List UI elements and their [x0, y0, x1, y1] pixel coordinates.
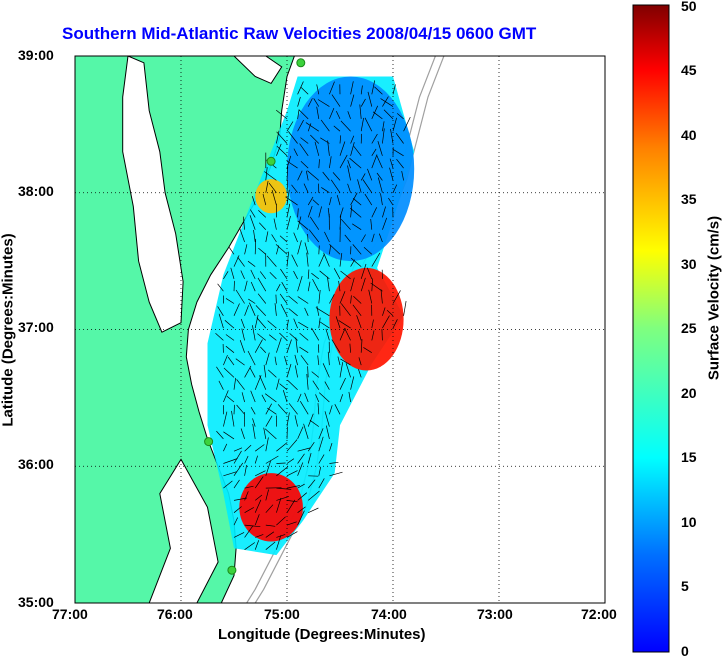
- velocity-arrow: [234, 281, 235, 291]
- radar-site-marker: [297, 59, 305, 67]
- velocity-region-northern: [287, 77, 414, 262]
- y-tick-label: 35:00: [18, 594, 54, 610]
- x-tick-label: 77:00: [52, 606, 88, 622]
- colorbar-tick: 20: [681, 385, 697, 401]
- velocity-arrow: [404, 301, 407, 316]
- radar-site-marker: [228, 566, 236, 574]
- colorbar-label: Surface Velocity (cm/s): [706, 216, 723, 380]
- x-tick-label: 73:00: [477, 606, 513, 622]
- colorbar-tick: 5: [681, 578, 689, 594]
- y-axis-label: Latitude (Degrees:Minutes): [0, 233, 17, 426]
- y-tick-label: 36:00: [18, 456, 54, 472]
- velocity-arrow: [234, 405, 235, 414]
- velocity-arrow: [276, 463, 285, 464]
- radar-site-marker: [205, 438, 213, 446]
- velocity-arrow: [276, 295, 277, 304]
- y-tick-label: 37:00: [18, 319, 54, 335]
- colorbar-tick: 25: [681, 320, 697, 336]
- colorbar-tick: 40: [681, 127, 697, 143]
- velocity-arrow: [319, 246, 320, 255]
- y-tick-label: 39:00: [18, 47, 54, 63]
- colorbar-tick: 0: [681, 643, 689, 659]
- colorbar: [633, 5, 669, 652]
- velocity-arrow: [382, 329, 383, 340]
- x-axis-label: Longitude (Degrees:Minutes): [218, 626, 426, 643]
- y-tick-label: 38:00: [18, 183, 54, 199]
- velocity-region-delaware-bay-mouth: [255, 179, 287, 213]
- colorbar-tick: 10: [681, 514, 697, 530]
- x-tick-label: 74:00: [371, 606, 407, 622]
- x-tick-label: 76:00: [157, 606, 193, 622]
- colorbar-tick: 30: [681, 256, 697, 272]
- x-tick-label: 75:00: [264, 606, 300, 622]
- colorbar-tick: 15: [681, 449, 697, 465]
- colorbar-tick: 35: [681, 191, 697, 207]
- x-tick-label: 72:00: [581, 606, 617, 622]
- map-title: Southern Mid-Atlantic Raw Velocities 200…: [62, 24, 536, 44]
- velocity-region-central-east: [329, 268, 403, 371]
- colorbar-tick: 45: [681, 62, 697, 78]
- radar-site-marker: [267, 157, 275, 165]
- colorbar-tick: 50: [681, 0, 697, 14]
